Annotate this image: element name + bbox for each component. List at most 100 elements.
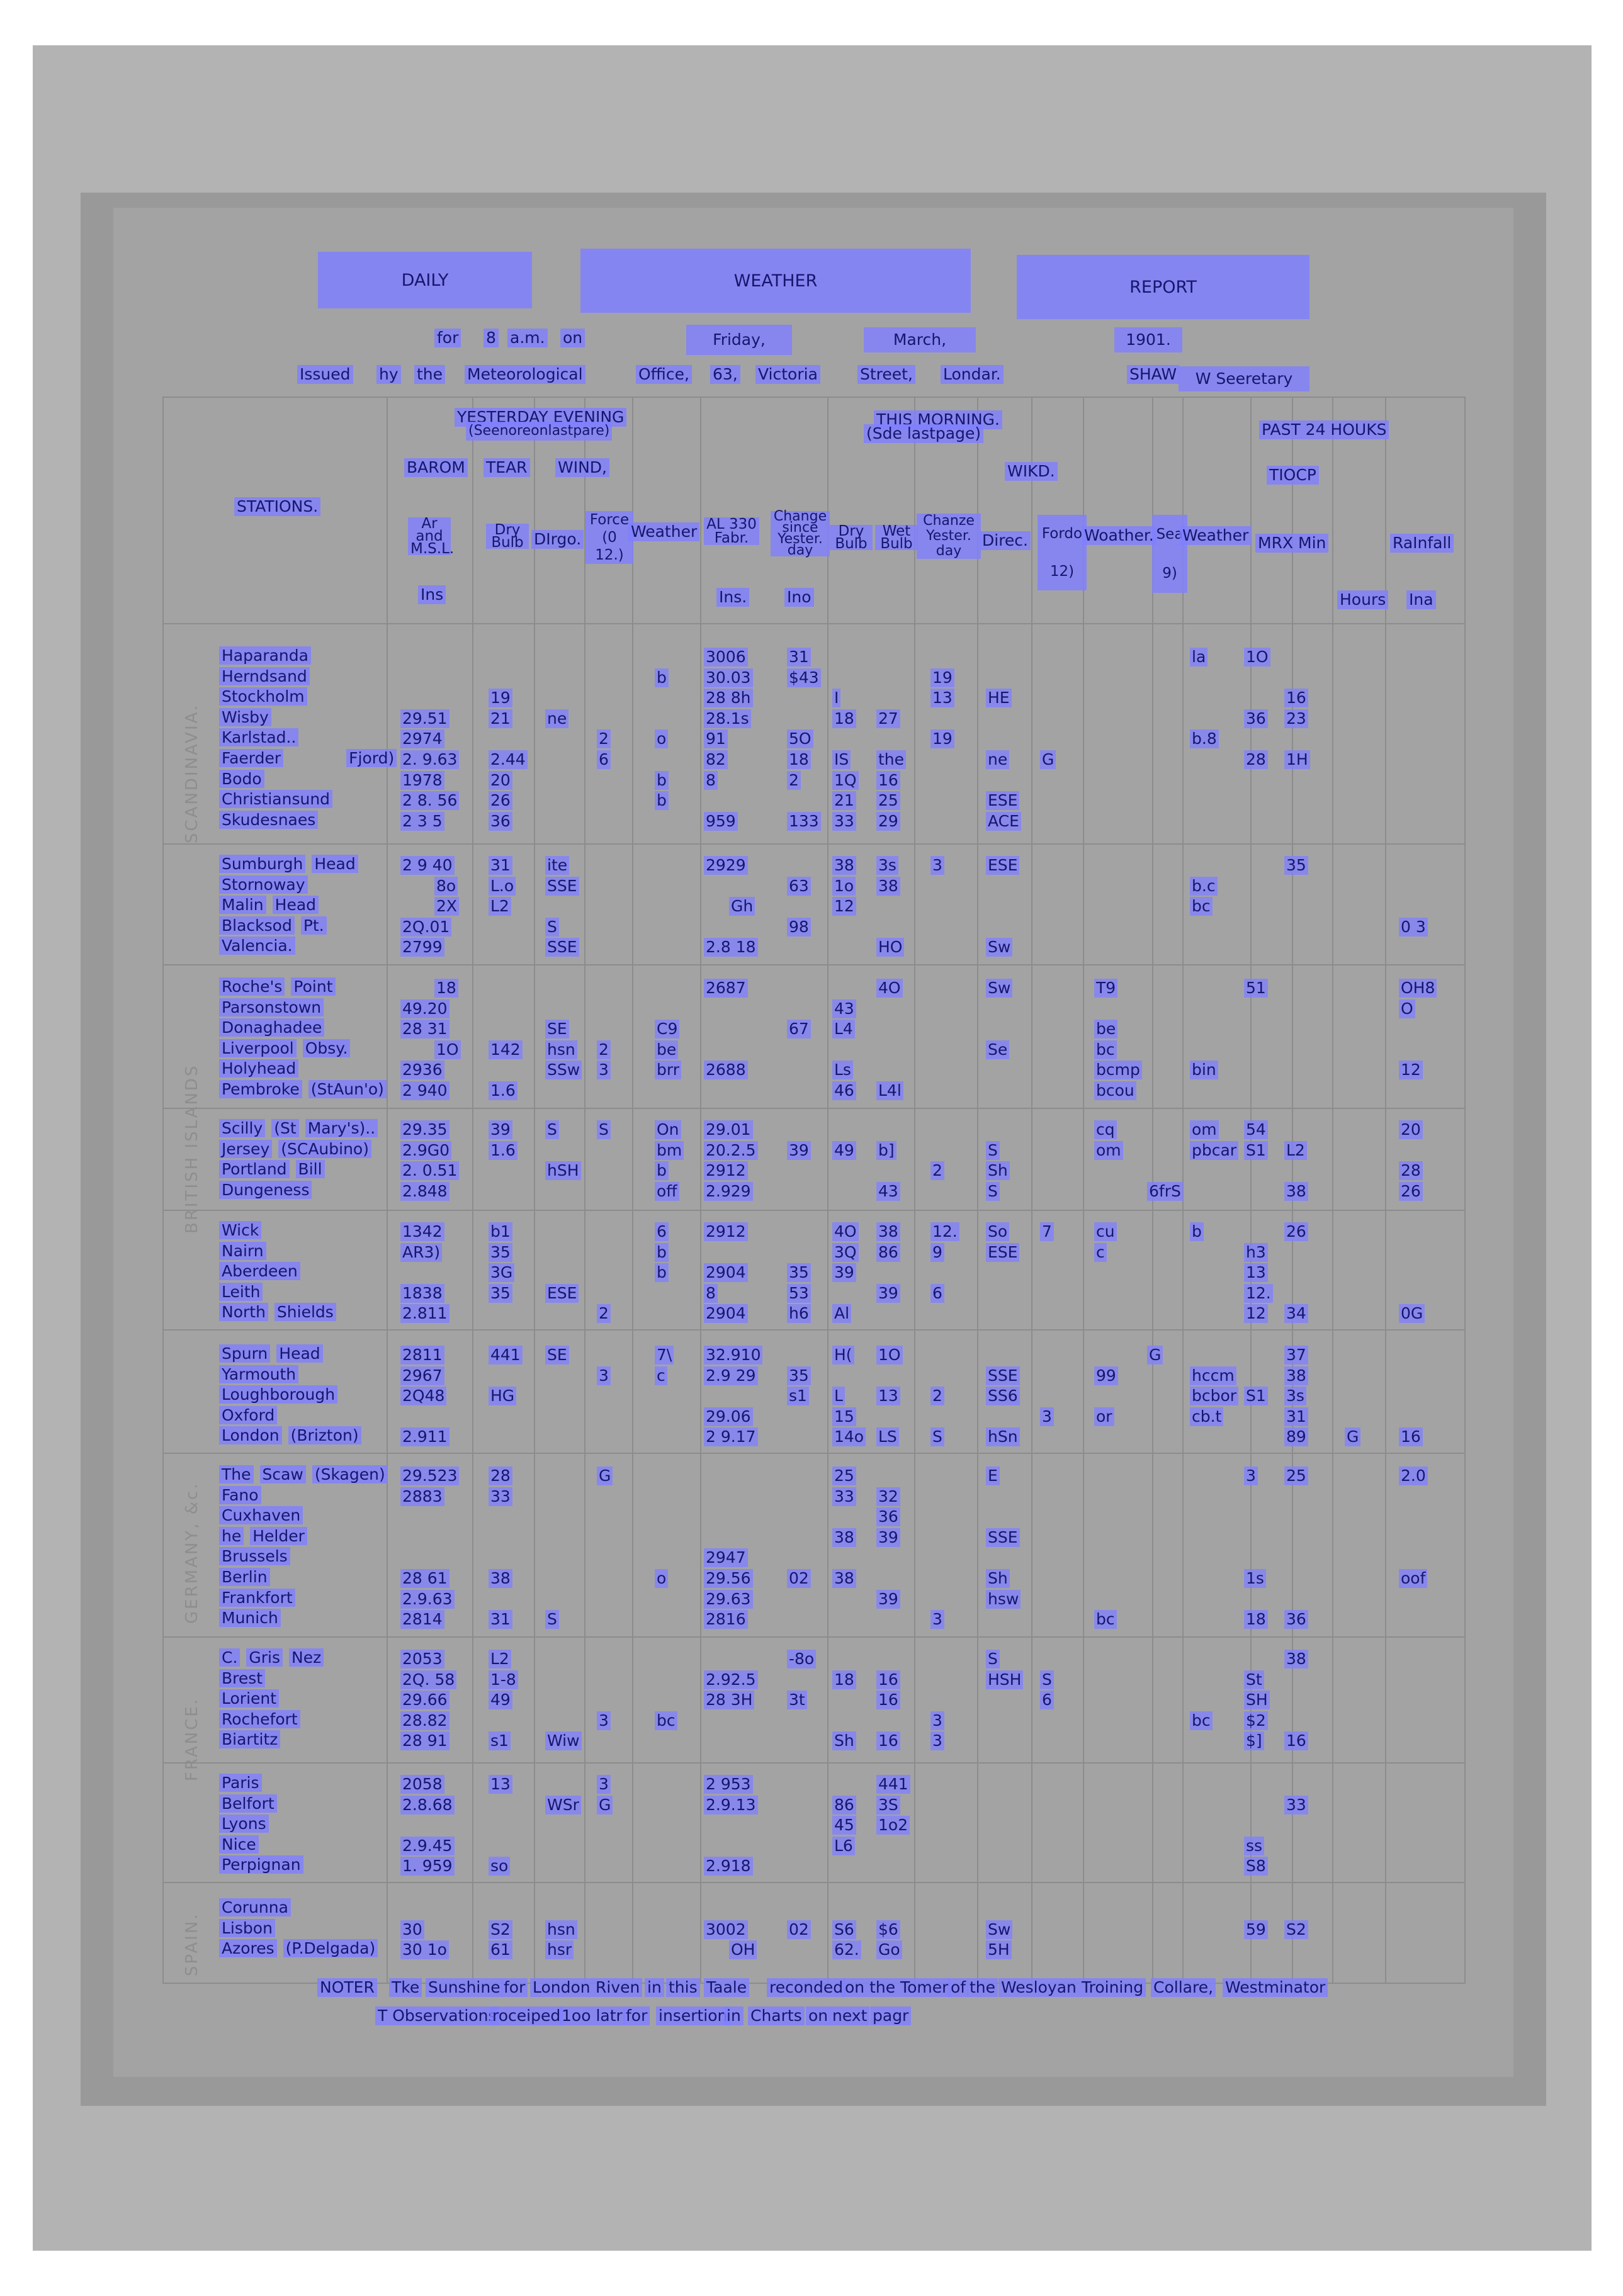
footer-word: Troining: [1079, 1978, 1146, 1997]
table-cell: 28: [489, 1466, 512, 1485]
footer-word: the: [967, 1978, 998, 1997]
table-cell: 16: [1399, 1427, 1423, 1446]
table-cell: 3S: [876, 1796, 900, 1815]
table-cell: 2.848: [400, 1182, 450, 1201]
table-cell: 133: [787, 812, 821, 831]
table-cell: 2 9.17: [704, 1427, 758, 1446]
table-cell: 16: [876, 1731, 900, 1750]
header-unit-ins-2: Ins.: [716, 588, 750, 607]
footer-word: on the Tomer: [842, 1978, 951, 1997]
table-cell: S1: [1244, 1141, 1268, 1160]
table-cell: 29.01: [704, 1120, 753, 1139]
table-cell: 13: [876, 1387, 900, 1405]
station-name: Point: [291, 977, 336, 996]
table-cell: s1: [787, 1387, 809, 1405]
header-past-24: PAST 24 HOUKS: [1259, 420, 1389, 439]
station-name: Frankfort: [219, 1589, 295, 1607]
table-cell: ESE: [986, 791, 1020, 810]
table-cell: 1O: [876, 1346, 903, 1365]
table-cell: 2.811: [400, 1304, 450, 1323]
region-label: FRANCE.: [183, 1697, 201, 1781]
station-name: Haparanda: [219, 646, 311, 665]
table-cell: 28: [1399, 1161, 1423, 1180]
station-name: he: [219, 1527, 244, 1545]
table-cell: LS: [876, 1427, 899, 1446]
footer-word: for: [501, 1978, 528, 1997]
table-cell: 29: [876, 812, 900, 831]
table-cell: 1838: [400, 1284, 444, 1303]
footer-word: Riven: [593, 1978, 643, 1997]
footer-word: on: [806, 2006, 831, 2025]
header-wikd: WIKD.: [1005, 462, 1058, 481]
table-cell: 1-8: [489, 1670, 518, 1689]
table-cell: ite: [545, 856, 570, 875]
header-wet-bulb: Wet Bulb: [875, 524, 918, 551]
header-max: MRX: [1255, 534, 1296, 553]
table-cell: 3G: [489, 1263, 515, 1282]
table-cell: 2.918: [704, 1857, 753, 1876]
station-name: C.: [219, 1648, 240, 1667]
station-name: Biartitz: [219, 1730, 281, 1748]
table-cell: om: [1094, 1141, 1123, 1160]
station-name: (P.Delgada): [283, 1939, 378, 1957]
table-cell: 5O: [787, 729, 813, 748]
table-cell: 12.: [1244, 1284, 1273, 1303]
station-name: Helder: [250, 1527, 307, 1545]
header-dry-bulb: Dry Bulb: [486, 523, 529, 550]
table-rule: [1464, 397, 1466, 1983]
station-row: Spurn Head: [219, 1344, 329, 1363]
table-cell: b: [655, 1263, 669, 1282]
table-cell: C9: [655, 1020, 680, 1038]
table-cell: 2.9.45: [400, 1837, 455, 1855]
table-cell: 29.35: [400, 1120, 450, 1139]
table-cell: S6: [832, 1920, 856, 1939]
table-cell: 2929: [704, 856, 748, 875]
table-cell: 15: [832, 1407, 856, 1426]
table-cell: S: [930, 1427, 944, 1446]
table-cell: 3006: [704, 648, 748, 667]
table-cell: 12: [1244, 1304, 1268, 1323]
station-row: London (Brizton): [219, 1426, 368, 1445]
table-cell: 13: [1244, 1263, 1268, 1282]
table-cell: 32.910: [704, 1346, 763, 1365]
table-cell: bcou: [1094, 1081, 1136, 1100]
table-rule: [1182, 397, 1184, 1983]
table-cell: 38: [1284, 1182, 1308, 1201]
table-cell: 43: [832, 999, 856, 1018]
issued-line-word: Office,: [636, 365, 692, 384]
table-rule: [162, 964, 1466, 965]
station-row: Wisby: [219, 708, 278, 727]
table-cell: 28.1s: [704, 709, 751, 728]
table-cell: 2.8.68: [400, 1796, 455, 1815]
table-rule: [1250, 397, 1252, 1983]
header-woather: Woather.: [1082, 526, 1156, 545]
table-cell: 2: [930, 1161, 944, 1180]
table-cell: 3: [1040, 1407, 1054, 1426]
table-cell: 33: [832, 1487, 856, 1506]
table-cell: 38: [876, 877, 900, 896]
station-row: Aberdeen: [219, 1262, 307, 1281]
table-cell: 2 953: [704, 1775, 753, 1794]
table-cell: 959: [704, 812, 738, 831]
table-cell: 12: [832, 897, 856, 916]
table-cell: 33: [832, 812, 856, 831]
station-row: Lorient: [219, 1689, 285, 1708]
station-name: Paris: [219, 1774, 262, 1792]
table-cell: 36: [1244, 709, 1268, 728]
table-cell: hsn: [545, 1040, 577, 1059]
title-weather: WEATHER: [580, 249, 971, 313]
station-name: Stockholm: [219, 687, 307, 706]
table-cell: 1342: [400, 1222, 444, 1241]
table-cell: I: [832, 689, 841, 707]
table-cell: HE: [986, 689, 1012, 707]
table-cell: OH: [729, 1940, 757, 1959]
table-cell: 86: [876, 1243, 900, 1262]
table-cell: SSE: [986, 1366, 1020, 1385]
table-rule: [387, 397, 388, 1983]
table-rule: [162, 843, 1466, 845]
header-yesterday-sub: (Seenoreonlastpare): [466, 422, 613, 441]
table-cell: $6: [876, 1920, 900, 1939]
footer-word: London: [530, 1978, 593, 1997]
table-cell: 8o: [434, 877, 458, 896]
table-cell: 38: [489, 1569, 512, 1588]
